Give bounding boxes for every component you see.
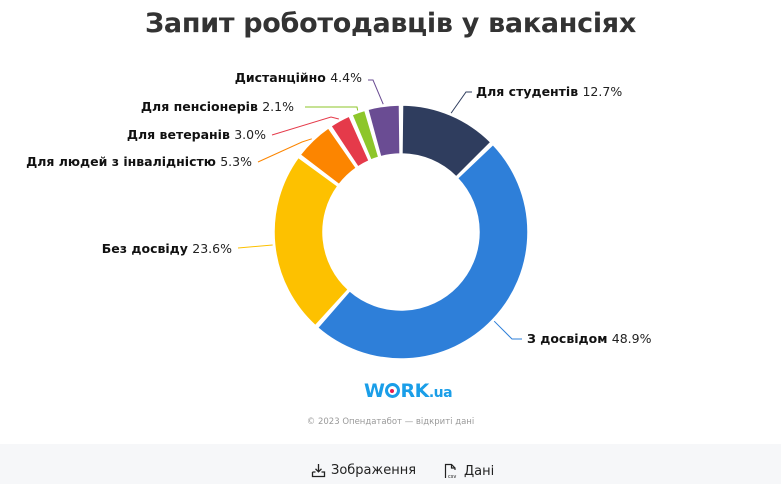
slice-label: Для пенсіонерів 2.1% — [141, 99, 294, 114]
logo-o-icon — [384, 383, 400, 398]
download-icon — [311, 464, 326, 478]
slice-label: Для ветеранів 3.0% — [127, 127, 266, 142]
slice-0[interactable] — [401, 104, 492, 178]
copyright-text: © 2023 Опендатабот — відкриті дані — [306, 417, 475, 427]
chart-title: Запит роботодавців у вакансіях — [145, 8, 636, 39]
slice-2[interactable] — [273, 156, 350, 327]
slice-1[interactable] — [316, 143, 529, 360]
csv-file-icon: csv — [444, 463, 456, 479]
donut-chart: Для студентів 12.7% З досвідом 48.9% Без д… — [26, 70, 652, 360]
download-data-button[interactable]: csv Дані — [443, 463, 494, 479]
work-ua-logo: W RK.ua — [364, 380, 453, 402]
slice-label: Для людей з інвалідністю 5.3% — [26, 154, 252, 169]
slice-label: Дистанційно 4.4% — [235, 70, 362, 85]
donut-slices — [273, 104, 529, 360]
download-image-button[interactable]: Зображення — [311, 463, 416, 478]
leader-lines — [237, 79, 522, 340]
logo-suffix: .ua — [428, 385, 453, 401]
slice-label: Без досвіду 23.6% — [102, 241, 232, 256]
logo-text-w: W — [364, 380, 385, 402]
leader-line — [237, 244, 273, 249]
slice-labels: Для студентів 12.7% З досвідом 48.9% Без д… — [26, 70, 652, 346]
slice-5[interactable] — [351, 109, 380, 161]
slice-4[interactable] — [330, 115, 370, 168]
footer-bar — [0, 444, 781, 484]
slice-6[interactable] — [367, 104, 401, 158]
download-image-label: Зображення — [331, 463, 417, 478]
slice-label: З досвідом 48.9% — [527, 331, 652, 346]
leader-line — [271, 116, 339, 136]
slice-3[interactable] — [299, 127, 358, 186]
leader-line — [257, 138, 312, 163]
logo-text-rk: RK — [400, 380, 429, 402]
slice-label: Для студентів 12.7% — [476, 84, 622, 99]
leader-line — [368, 79, 384, 105]
svg-text:csv: csv — [448, 474, 456, 479]
leader-line — [493, 320, 522, 340]
leader-line — [305, 106, 359, 111]
leader-line — [450, 91, 472, 114]
download-data-label: Дані — [464, 463, 495, 479]
